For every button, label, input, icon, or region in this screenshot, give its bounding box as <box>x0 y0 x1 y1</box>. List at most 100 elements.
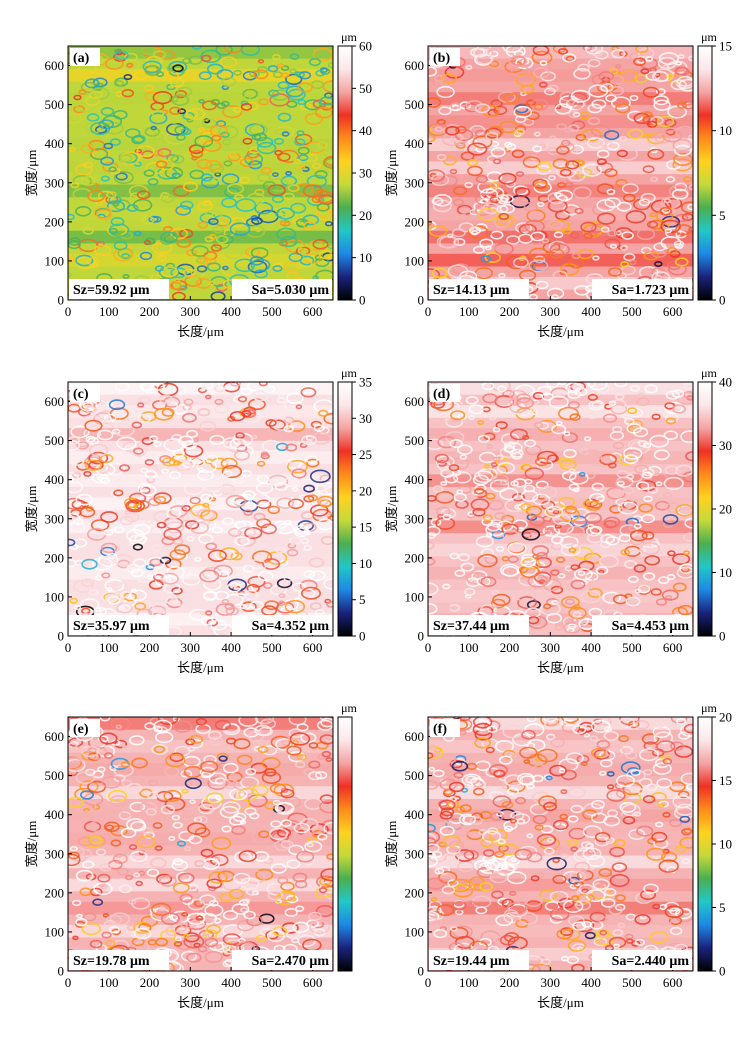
surface-ripple <box>243 589 259 601</box>
surface-ripple <box>141 46 156 56</box>
surface-ripple <box>577 63 590 72</box>
surface-ripple <box>110 839 122 847</box>
surface-ripple <box>475 535 494 548</box>
surface-ripple <box>568 468 576 474</box>
surface-ripple <box>116 867 129 876</box>
surface-ripple <box>221 162 230 168</box>
surface-ripple <box>517 772 535 785</box>
surface-ripple <box>489 196 500 204</box>
surface-ripple <box>181 573 201 586</box>
surface-ripple <box>214 590 230 601</box>
surface-ripple <box>501 864 509 870</box>
surface-ripple <box>507 787 519 796</box>
surface-ripple <box>624 559 637 569</box>
y-tick-label: 300 <box>45 846 65 861</box>
surface-ripple <box>80 143 96 154</box>
surface-ripple <box>664 228 672 234</box>
surface-ripple <box>587 393 598 401</box>
surface-ripple <box>72 175 92 188</box>
surface-ripple <box>614 894 626 902</box>
surface-ripple <box>487 827 499 835</box>
surface-ripple <box>284 907 298 917</box>
surface-ripple <box>110 717 131 731</box>
surface-ripple <box>587 116 601 126</box>
surface-ripple <box>245 887 259 896</box>
surface-ripple <box>650 176 659 183</box>
surface-ripple <box>475 52 494 65</box>
surface-ripple <box>551 424 567 435</box>
surface-ripple <box>309 469 331 484</box>
surface-ripple <box>548 395 569 409</box>
sz-box <box>69 615 169 635</box>
surface-ripple <box>575 846 596 861</box>
surface-ripple <box>519 463 532 472</box>
surface-ripple <box>114 739 128 749</box>
surface-ripple <box>599 929 608 936</box>
surface-ripple <box>620 548 631 556</box>
colorbar-tick-label: 5 <box>359 592 366 607</box>
surface-ripple <box>144 458 155 466</box>
x-tick-label: 100 <box>459 640 479 655</box>
surface-ripple <box>108 223 130 237</box>
surface-ripple <box>296 850 315 863</box>
surface-ripple <box>206 792 225 805</box>
surface-ripple <box>106 914 123 926</box>
surface-ripple <box>487 857 508 871</box>
surface-ripple <box>605 745 626 759</box>
surface-ripple <box>610 403 628 415</box>
surface-ripple <box>483 849 495 857</box>
surface-ripple <box>204 903 224 917</box>
surface-ripple <box>468 404 484 415</box>
surface-ripple <box>83 470 92 477</box>
surface-ripple <box>493 936 504 944</box>
surface-ripple <box>160 912 180 925</box>
surface-ripple <box>326 512 333 521</box>
surface-ripple <box>515 187 531 198</box>
surface-ripple <box>467 165 483 177</box>
surface-ripple <box>570 846 579 852</box>
y-tick-label: 200 <box>405 885 425 900</box>
surface-ripple <box>504 932 520 943</box>
surface-ripple <box>303 544 313 552</box>
surface-ripple <box>449 840 464 851</box>
surface-ripple <box>463 849 479 861</box>
surface-ripple <box>636 397 650 407</box>
surface-ripple <box>318 498 329 506</box>
surface-ripple <box>260 451 269 457</box>
sz-value: Sz=19.44 μm <box>433 954 510 969</box>
surface-ripple <box>432 194 452 207</box>
surface-ripple <box>292 921 310 933</box>
surface-ripple <box>183 934 205 949</box>
surface-ripple <box>586 500 602 511</box>
surface-ripple <box>644 384 658 394</box>
surface-ripple <box>91 87 110 100</box>
surface-ripple <box>520 503 533 512</box>
surface-ripple <box>518 573 538 587</box>
surface-ripple <box>261 771 282 785</box>
surface-ripple <box>170 595 187 607</box>
surface-ripple <box>323 412 333 425</box>
surface-ripple <box>215 46 233 56</box>
surface-ripple <box>528 259 549 273</box>
surface-ripple <box>622 486 635 495</box>
surface-ripple <box>498 172 517 185</box>
surface-ripple <box>472 135 493 149</box>
plot-frame <box>427 45 694 301</box>
surface-ripple <box>182 57 192 65</box>
surface-ripple <box>523 484 536 493</box>
x-tick-label: 400 <box>221 975 241 990</box>
surface-ripple <box>434 453 450 464</box>
surface-ripple <box>596 383 611 394</box>
surface-ripple <box>433 74 445 82</box>
surface-ripple <box>675 125 693 139</box>
colorbar-tick-label: 30 <box>359 166 372 181</box>
surface-ripple <box>438 106 452 116</box>
surface-ripple <box>194 556 202 562</box>
surface-ripple <box>474 737 491 749</box>
surface-ripple <box>683 382 693 390</box>
surface-ripple <box>297 165 306 171</box>
sa-box <box>232 615 332 635</box>
surface-ripple <box>242 137 253 145</box>
x-axis-title: 长度/μm <box>177 660 224 675</box>
surface-ripple <box>569 232 580 239</box>
